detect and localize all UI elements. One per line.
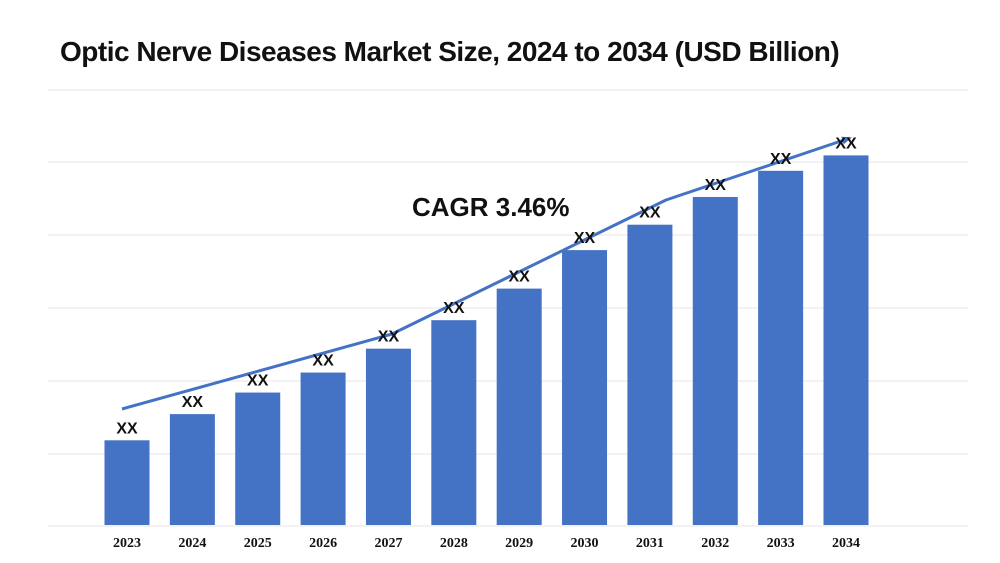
bar-2023: [104, 440, 150, 525]
chart-title: Optic Nerve Diseases Market Size, 2024 t…: [60, 36, 840, 67]
x-tick-label: 2025: [244, 536, 272, 551]
bar-2030: [562, 250, 608, 526]
data-label: XX: [509, 269, 531, 286]
x-tick-label: 2024: [178, 536, 206, 551]
bar-2033: [758, 170, 804, 526]
bar-2032: [692, 196, 738, 526]
bar-2029: [496, 288, 542, 525]
x-tick-label: 2029: [505, 536, 533, 551]
x-tick-label: 2031: [636, 536, 664, 551]
data-label: XX: [443, 300, 465, 317]
x-axis-ticks: 2023 2024 2025 2026 2027 2028 2029 2030 2031 2032…: [113, 536, 860, 551]
trend-arrow-group: [121, 136, 852, 411]
bar-2024: [169, 414, 215, 525]
data-label: XX: [835, 135, 857, 152]
bars: [104, 155, 869, 526]
data-label: XX: [116, 420, 138, 437]
data-label: XX: [574, 230, 596, 247]
bar-2028: [431, 320, 477, 525]
x-tick-label: 2030: [571, 536, 599, 551]
data-label: XX: [247, 373, 269, 390]
bar-2031: [627, 224, 673, 525]
data-label: XX: [312, 353, 334, 370]
data-label: XX: [182, 394, 204, 411]
x-tick-label: 2032: [701, 536, 729, 551]
data-label: XX: [378, 329, 400, 346]
x-tick-label: 2023: [113, 536, 141, 551]
data-labels: XX XX XX XX XX XX XX XX XX XX XX XX: [116, 135, 857, 437]
bar-2025: [235, 392, 281, 525]
data-label: XX: [639, 205, 661, 222]
bar-2027: [365, 348, 411, 525]
growth-trend-arrow: [121, 136, 852, 411]
x-tick-label: 2034: [832, 536, 860, 551]
cagr-annotation: CAGR 3.46%: [412, 192, 570, 222]
data-label: XX: [770, 151, 792, 168]
data-label: XX: [705, 177, 727, 194]
x-tick-label: 2026: [309, 536, 337, 551]
x-tick-label: 2033: [767, 536, 795, 551]
x-tick-label: 2027: [374, 536, 402, 551]
bar-2026: [300, 372, 346, 525]
x-tick-label: 2028: [440, 536, 468, 551]
bar-2034: [823, 155, 869, 525]
